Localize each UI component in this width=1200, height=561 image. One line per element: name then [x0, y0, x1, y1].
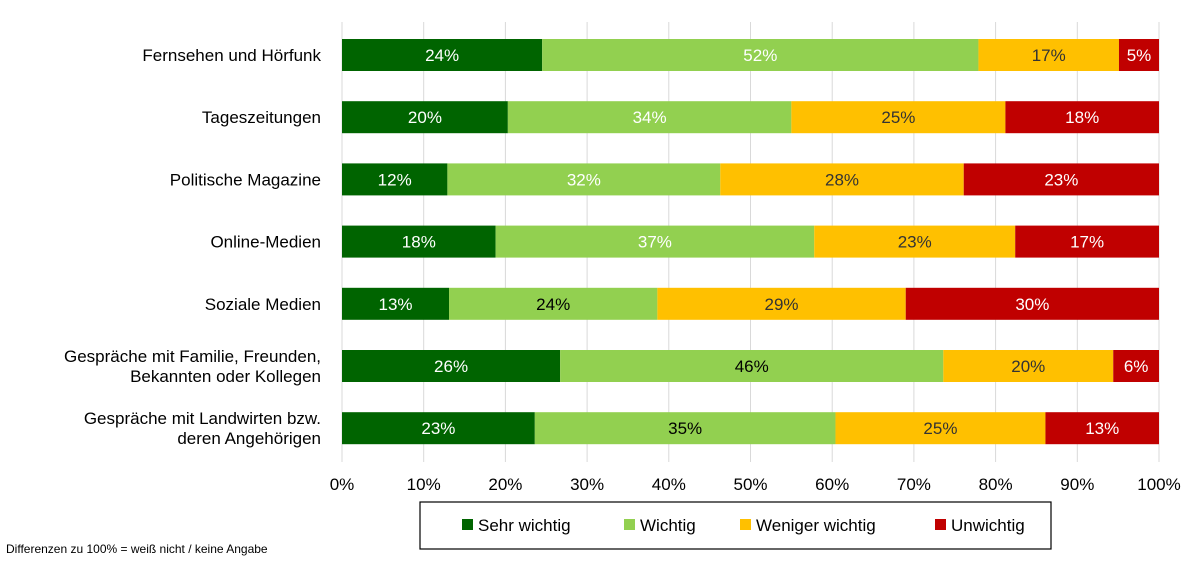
x-axis-ticks: 0% 10% 20% 30% 40% 50% 60% 70% 80% 90% 100%	[330, 475, 1181, 494]
legend-swatch	[740, 519, 751, 530]
bar-segment	[1045, 412, 1159, 445]
legend-entry: Weniger wichtig	[756, 516, 876, 535]
bar-segment	[791, 101, 1006, 134]
legend-swatch	[462, 519, 473, 530]
bar-data-label: 6%	[1124, 357, 1149, 376]
bar-segment	[495, 225, 815, 258]
bar-segment	[835, 412, 1046, 445]
bar-segment	[342, 412, 535, 445]
bar-data-label: 34%	[633, 108, 667, 127]
bar-segment	[943, 350, 1114, 382]
bar-data-label: 23%	[1044, 170, 1078, 189]
bar-data-label: 20%	[408, 108, 442, 127]
bar-data-label: 17%	[1070, 233, 1104, 252]
bar-data-label: 20%	[1011, 357, 1045, 376]
x-tick-label: 10%	[407, 475, 441, 494]
bar-data-label: 24%	[425, 46, 459, 65]
bar-data-label: 26%	[434, 357, 468, 376]
bar-data-label: 5%	[1127, 46, 1152, 65]
bar-segment	[1113, 350, 1159, 382]
bar-segment	[534, 412, 836, 445]
bar-data-label: 29%	[765, 295, 799, 314]
bar-segment	[1005, 101, 1159, 134]
x-tick-label: 60%	[815, 475, 849, 494]
category-label: Fernsehen und Hörfunk	[142, 46, 321, 65]
bar-data-label: 30%	[1015, 295, 1049, 314]
category-label: Online-Medien	[210, 233, 321, 252]
x-tick-label: 40%	[652, 475, 686, 494]
bar-data-label: 13%	[1085, 419, 1119, 438]
bar-data-label: 18%	[1065, 108, 1099, 127]
bar-data-label: 35%	[668, 419, 702, 438]
legend-entry: Sehr wichtig	[478, 516, 571, 535]
bar-segment	[507, 101, 792, 134]
footnote: Differenzen zu 100% = weiß nicht / keine…	[6, 542, 268, 556]
category-label: Soziale Medien	[205, 295, 321, 314]
bar-segment	[560, 350, 944, 382]
bar-data-label: 25%	[923, 419, 957, 438]
bar-data-label: 24%	[536, 295, 570, 314]
bar-data-label: 25%	[881, 108, 915, 127]
bar-segment	[1015, 225, 1159, 258]
bar-segment	[963, 163, 1159, 196]
category-label: Gespräche mit Landwirten bzw.	[84, 409, 321, 428]
x-tick-label: 0%	[330, 475, 355, 494]
legend-entry: Unwichtig	[951, 516, 1025, 535]
bar-segment	[905, 287, 1159, 320]
bar-segment	[978, 39, 1119, 71]
legend-swatch	[935, 519, 946, 530]
bar-data-label: 46%	[735, 357, 769, 376]
bar-segment	[1118, 39, 1159, 71]
bar-data-label: 32%	[567, 170, 601, 189]
bar-segment	[447, 163, 721, 196]
bar-segment	[342, 39, 543, 71]
bar-data-label: 23%	[898, 233, 932, 252]
bar-data-label: 17%	[1032, 46, 1066, 65]
bar-segment	[449, 287, 658, 320]
bar-data-label: 37%	[638, 233, 672, 252]
bar-segment	[542, 39, 979, 71]
bars: 24% 52% 17% 5% 20% 34% 25% 18% 12% 32% 28% 23% 18% 37…	[342, 39, 1159, 445]
bar-data-label: 52%	[743, 46, 777, 65]
bar-segment	[342, 163, 448, 196]
bar-data-label: 23%	[421, 419, 455, 438]
bar-segment	[814, 225, 1016, 258]
legend-entry: Wichtig	[640, 516, 696, 535]
x-tick-label: 50%	[733, 475, 767, 494]
bar-segment	[342, 350, 561, 382]
x-tick-label: 20%	[488, 475, 522, 494]
bar-segment	[342, 101, 508, 134]
bar-data-label: 28%	[825, 170, 859, 189]
legend: Sehr wichtig Wichtig Weniger wichtig Unwich…	[419, 501, 1052, 550]
x-tick-label: 70%	[897, 475, 931, 494]
bar-data-label: 12%	[378, 170, 412, 189]
bar-segment	[720, 163, 964, 196]
bar-data-label: 13%	[378, 295, 412, 314]
x-tick-label: 80%	[979, 475, 1013, 494]
x-tick-label: 100%	[1137, 475, 1180, 494]
category-label: Politische Magazine	[170, 170, 321, 189]
category-label: Bekannten oder Kollegen	[130, 367, 321, 386]
category-label: Tageszeitungen	[202, 108, 321, 127]
x-tick-label: 90%	[1060, 475, 1094, 494]
bar-segment	[342, 287, 450, 320]
category-label: Gespräche mit Familie, Freunden,	[64, 347, 321, 366]
legend-swatch	[624, 519, 635, 530]
category-label: deren Angehörigen	[177, 429, 321, 448]
bar-segment	[342, 225, 496, 258]
bar-data-label: 18%	[402, 233, 436, 252]
x-tick-label: 30%	[570, 475, 604, 494]
bar-segment	[657, 287, 906, 320]
category-labels: Fernsehen und Hörfunk Tageszeitungen Polit…	[64, 46, 321, 448]
